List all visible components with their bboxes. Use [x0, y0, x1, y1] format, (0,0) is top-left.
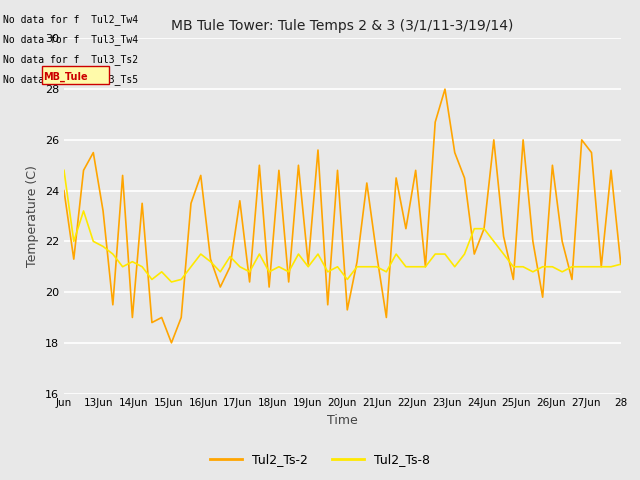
- Tul2_Ts-2: [441, 86, 449, 92]
- Y-axis label: Temperature (C): Temperature (C): [26, 165, 39, 267]
- Tul2_Ts-8: [539, 264, 547, 270]
- Tul2_Ts-8: [617, 261, 625, 267]
- Tul2_Ts-2: [207, 256, 214, 262]
- Text: No data for f  Tul3_Ts2: No data for f Tul3_Ts2: [3, 54, 138, 65]
- Title: MB Tule Tower: Tule Temps 2 & 3 (3/1/11-3/19/14): MB Tule Tower: Tule Temps 2 & 3 (3/1/11-…: [172, 19, 513, 33]
- Line: Tul2_Ts-2: Tul2_Ts-2: [64, 89, 621, 343]
- Tul2_Ts-8: [480, 226, 488, 231]
- Tul2_Ts-8: [441, 251, 449, 257]
- X-axis label: Time: Time: [327, 414, 358, 427]
- Tul2_Ts-2: [60, 188, 68, 193]
- Legend: Tul2_Ts-2, Tul2_Ts-8: Tul2_Ts-2, Tul2_Ts-8: [205, 448, 435, 471]
- Text: MB_Tule: MB_Tule: [44, 72, 88, 83]
- Tul2_Ts-2: [197, 172, 205, 178]
- Line: Tul2_Ts-8: Tul2_Ts-8: [64, 170, 621, 282]
- Tul2_Ts-2: [597, 264, 605, 270]
- Tul2_Ts-8: [207, 259, 214, 264]
- Tul2_Ts-2: [617, 261, 625, 267]
- Tul2_Ts-8: [168, 279, 175, 285]
- Tul2_Ts-8: [597, 264, 605, 270]
- Tul2_Ts-2: [168, 340, 175, 346]
- Text: No data for f  Tul3_Ts5: No data for f Tul3_Ts5: [3, 74, 138, 85]
- Tul2_Ts-2: [490, 137, 498, 143]
- Tul2_Ts-8: [197, 251, 205, 257]
- Tul2_Ts-2: [451, 150, 459, 156]
- Text: No data for f  Tul3_Tw4: No data for f Tul3_Tw4: [3, 34, 138, 45]
- Text: No data for f  Tul2_Tw4: No data for f Tul2_Tw4: [3, 13, 138, 24]
- Tul2_Ts-8: [60, 168, 68, 173]
- Tul2_Ts-2: [548, 162, 556, 168]
